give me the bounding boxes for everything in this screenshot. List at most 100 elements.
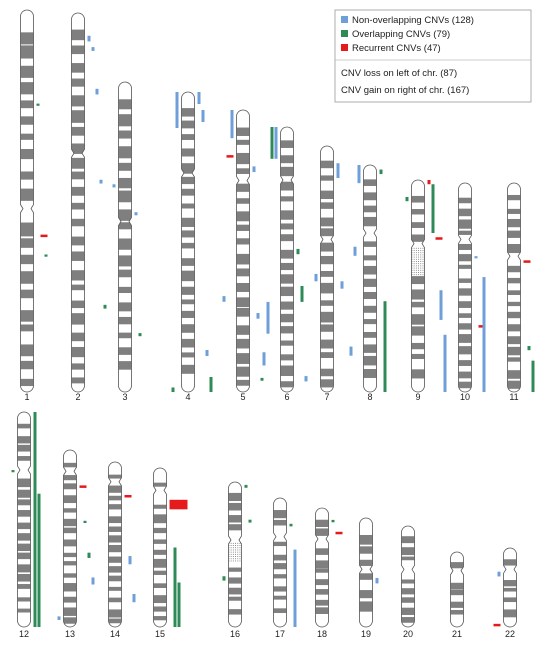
chromosome-band <box>280 210 294 220</box>
chromosome-band <box>363 192 377 201</box>
chromosome-band <box>181 217 195 227</box>
chromosome-outline <box>458 182 472 393</box>
chromosome-band <box>236 297 250 308</box>
chromosome-band <box>153 570 167 575</box>
chromosome-band <box>236 379 250 386</box>
chromosome-outline <box>181 91 195 393</box>
chromosome-band <box>181 364 195 374</box>
chromosome-band <box>273 608 287 614</box>
heterochromatin-dot <box>230 549 232 551</box>
cnv-non-overlapping <box>197 92 201 104</box>
chromosome-band <box>280 326 294 334</box>
chr-label-2: 2 <box>75 392 80 402</box>
cnv-non-overlapping <box>497 571 501 577</box>
chromosome-band <box>20 254 34 265</box>
chromosome-band <box>118 130 132 139</box>
chromosome-band <box>320 282 334 294</box>
heterochromatin-dot <box>422 272 424 273</box>
chromosome-band <box>118 146 132 159</box>
chromosome-band <box>320 311 334 323</box>
chromosome-band <box>507 290 521 296</box>
chromosome-band <box>63 483 77 490</box>
chr-label-18: 18 <box>317 629 327 639</box>
chr-label-10: 10 <box>460 392 470 402</box>
heterochromatin-dot <box>422 258 424 260</box>
chromosome-band <box>280 196 294 202</box>
cnv-overlapping <box>222 576 226 581</box>
chromosome-band <box>228 492 242 502</box>
cnv-non-overlapping <box>134 212 138 216</box>
cnv-non-overlapping <box>340 281 344 289</box>
chromosomes-layer <box>11 9 535 628</box>
chromosome-bands <box>181 92 195 392</box>
cnv-overlapping <box>138 333 142 337</box>
heterochromatin-dot <box>422 269 424 271</box>
chromosome-band <box>236 238 250 245</box>
chromosome-band <box>20 289 34 299</box>
chromosome-band <box>71 78 85 87</box>
chromosome-band <box>181 286 195 295</box>
chromosome-band <box>181 203 195 209</box>
chromosome-band <box>363 291 377 300</box>
chromosome-band <box>20 149 34 160</box>
chromosome-band <box>507 208 521 214</box>
heterochromatin-dot <box>235 547 236 549</box>
chromosome-band <box>315 568 329 573</box>
heterochromatin-dot <box>232 542 234 544</box>
chromosome-band <box>71 29 85 41</box>
chromosome-band <box>17 552 31 560</box>
chromosome-band <box>401 547 415 556</box>
chromosome-band <box>181 338 195 348</box>
heterochromatin-dot <box>422 263 424 265</box>
chromosome-band <box>503 587 517 592</box>
chromosome-band <box>320 379 334 388</box>
heterochromatin-dot <box>420 274 422 276</box>
chromosome-band <box>17 444 31 452</box>
heterochromatin-dot <box>415 256 417 258</box>
chromosome-band <box>118 190 132 203</box>
heterochromatin-dot <box>420 247 422 249</box>
chromosome-band <box>181 270 195 282</box>
chromosome-band <box>153 558 167 568</box>
cnv-overlapping <box>83 520 87 523</box>
cnv-non-overlapping <box>336 163 340 178</box>
chromosome-band <box>320 175 334 181</box>
heterochromatin-dot <box>420 263 422 265</box>
chromosome-outline <box>363 164 377 393</box>
heterochromatin-dot <box>237 545 239 546</box>
chromosome-band <box>315 607 329 614</box>
chromosome-band <box>401 536 415 544</box>
heterochromatin-dot <box>422 274 424 276</box>
heterochromatin-dot <box>237 549 239 551</box>
cnv-non-overlapping <box>175 92 179 128</box>
chromosome-band <box>359 534 373 545</box>
chromosome-band <box>363 369 377 378</box>
chromosome-band <box>118 99 132 110</box>
chromosome-6 <box>262 126 308 393</box>
cnv-non-overlapping <box>99 179 103 184</box>
chr-label-15: 15 <box>155 629 165 639</box>
heterochromatin-dot <box>418 265 419 267</box>
heterochromatin-dot <box>415 274 417 276</box>
chromosome-band <box>236 152 250 165</box>
chromosome-band <box>411 353 425 360</box>
cnv-recurrent <box>124 495 132 498</box>
chr-label-19: 19 <box>361 629 371 639</box>
chromosome-band <box>411 326 425 336</box>
heterochromatin-dot <box>422 265 424 267</box>
cnv-non-overlapping <box>439 290 443 320</box>
cnv-overlapping <box>260 377 264 381</box>
heterochromatin-dot <box>232 553 234 555</box>
chr-label-17: 17 <box>275 629 285 639</box>
chromosome-band <box>273 510 287 519</box>
heterochromatin-dot <box>235 560 236 562</box>
chromosome-band <box>71 186 85 196</box>
heterochromatin-dot <box>232 547 234 549</box>
heterochromatin-dot <box>239 551 241 553</box>
heterochromatin-dot <box>239 547 241 549</box>
chromosome-outline <box>315 507 329 628</box>
heterochromatin-dot <box>411 267 413 269</box>
heterochromatin-dot <box>235 542 236 544</box>
heterochromatin-dot <box>420 250 422 251</box>
chromosome-band <box>363 305 377 313</box>
